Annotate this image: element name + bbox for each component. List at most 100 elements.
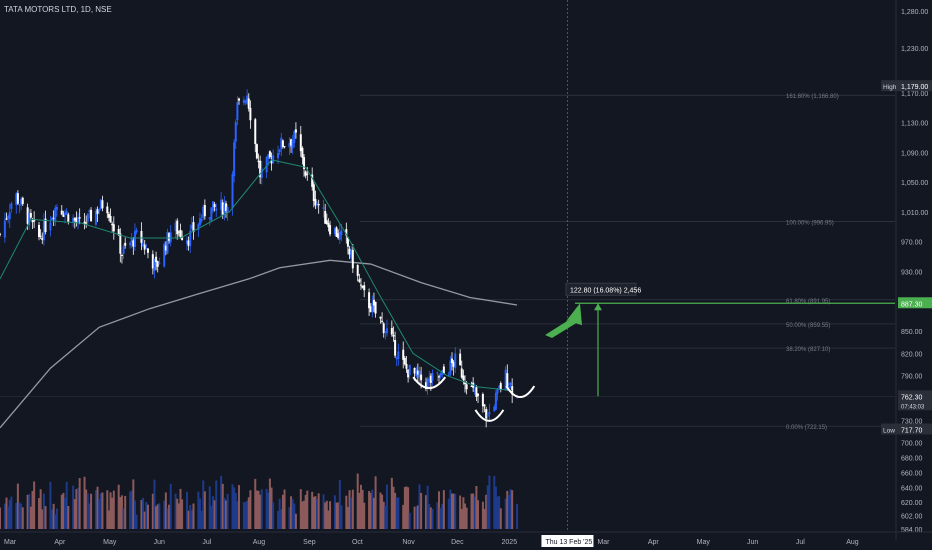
volume-bar [358, 492, 361, 529]
candle-body [348, 248, 351, 255]
volume-bar [335, 502, 338, 529]
volume-bar [242, 502, 245, 529]
candle-body [179, 229, 182, 237]
candle-body [407, 369, 410, 378]
time-tick-label: Dec [451, 539, 464, 546]
volume-bar [359, 484, 362, 529]
volume-bar [485, 494, 488, 529]
volume-bar [506, 490, 509, 529]
candle-body [192, 222, 195, 233]
volume-bar [363, 502, 366, 529]
candle-body [333, 228, 336, 234]
candle-body [120, 254, 123, 256]
volume-bar [451, 493, 454, 529]
volume-bar [52, 503, 55, 529]
candle-body [288, 142, 291, 148]
volume-bar [278, 498, 281, 529]
candle-body [442, 366, 445, 374]
volume-bar [449, 489, 452, 529]
volume-bar [111, 497, 114, 529]
candle-body [156, 261, 159, 267]
price-tick-label: 584.00 [901, 527, 923, 534]
volume-bar [395, 497, 398, 529]
candle-body [130, 237, 133, 243]
candle-body [213, 204, 216, 208]
volume-bar [418, 484, 421, 529]
price-tick-label: 1,170.00 [901, 91, 928, 98]
candle-body [101, 200, 104, 209]
candle-body [189, 230, 192, 247]
volume-bar [140, 499, 143, 529]
price-tick-label: 970.00 [901, 240, 923, 247]
candle-body [174, 222, 177, 232]
volume-bar [168, 504, 171, 529]
candle-body [60, 210, 63, 215]
candle-body [7, 215, 10, 219]
candle-body [233, 142, 236, 177]
fib-label: 0.00% (722.15) [786, 425, 827, 431]
measure-arrow-head [594, 303, 602, 311]
volume-bar [265, 488, 268, 529]
volume-bar [385, 484, 388, 529]
candle-body [75, 217, 78, 223]
time-tick-label: Mar [597, 539, 610, 546]
candle-body [155, 256, 158, 263]
volume-bar [338, 479, 341, 529]
candle-body [385, 328, 388, 334]
volume-bar [156, 504, 159, 529]
volume-bar [447, 498, 450, 529]
projection-arrow [545, 303, 582, 338]
candle-body [39, 235, 42, 237]
candle-body [426, 378, 429, 389]
volume-bar [498, 496, 501, 529]
candle-body [460, 368, 463, 378]
volume-bar [231, 484, 234, 529]
volume-bar [21, 507, 24, 529]
candle-body [436, 372, 439, 374]
volume-bar [198, 498, 201, 529]
candle-body [221, 202, 224, 215]
candle-body [83, 221, 86, 225]
time-tick-label: Jun [747, 539, 758, 546]
candle-body [5, 218, 8, 220]
volume-bar [290, 496, 293, 529]
candle-body [306, 173, 309, 175]
volume-bar [392, 486, 395, 529]
candle-body [428, 377, 431, 382]
candle-body [415, 369, 418, 377]
volume-bar [255, 490, 258, 529]
volume-bar [507, 495, 510, 529]
volume-bar [106, 490, 109, 529]
volume-bar [327, 510, 330, 529]
candle-body [281, 140, 284, 147]
price-tick-label: 930.00 [901, 269, 923, 276]
volume-bar [486, 485, 489, 529]
badge-label: Low [883, 427, 895, 434]
volume-bar [85, 489, 88, 529]
badge-value: 887.30 [901, 301, 923, 308]
badge-label-bg [881, 423, 899, 435]
candle-body [65, 211, 68, 215]
volume-bar [431, 508, 434, 529]
candle-body [424, 382, 427, 389]
volume-bar [163, 500, 166, 529]
candle-body [429, 375, 432, 383]
volume-bar [64, 498, 67, 529]
volume-bar [185, 491, 188, 529]
volume-bar [394, 492, 397, 529]
cup-curve [474, 409, 505, 422]
projection-box [565, 282, 637, 296]
volume-bar [130, 490, 133, 529]
volume-bar [402, 504, 405, 529]
candle-body [413, 367, 416, 374]
candle-body [85, 222, 88, 224]
candle-body [197, 224, 200, 230]
volume-bar [20, 503, 23, 529]
volume-bar [268, 478, 271, 529]
candle-body [244, 100, 247, 103]
volume-bar [83, 476, 86, 529]
badge-label-bg [881, 80, 899, 92]
candle-body [246, 95, 249, 104]
candle-body [359, 284, 362, 286]
